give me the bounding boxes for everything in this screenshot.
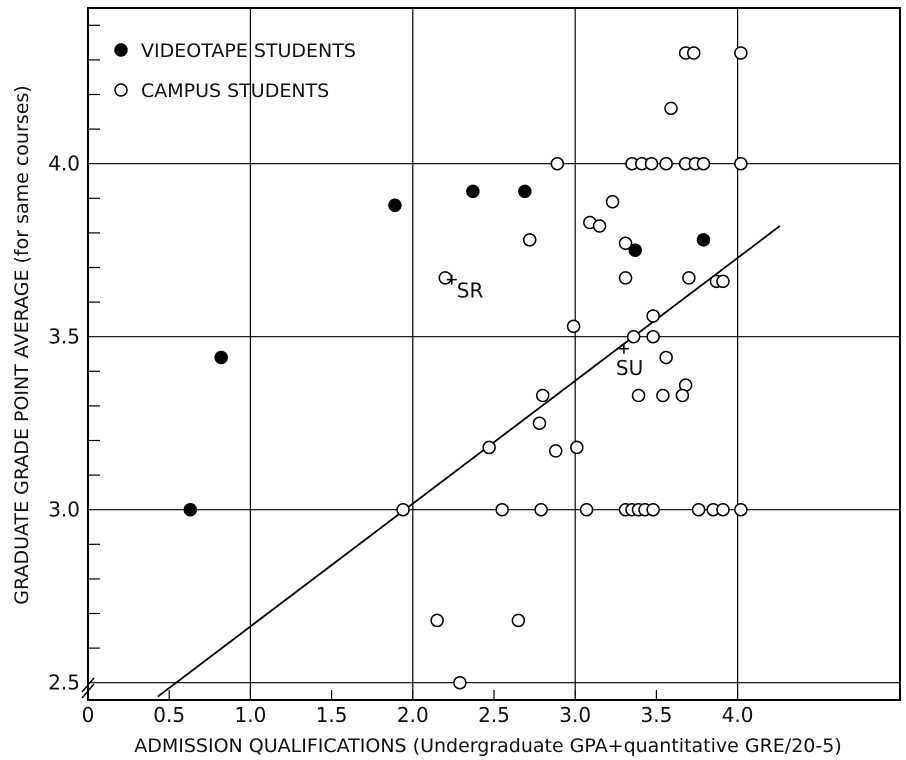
videotape-point xyxy=(388,198,402,212)
campus-point xyxy=(511,613,526,628)
campus-point xyxy=(618,236,633,251)
annotation-label: SR xyxy=(457,279,484,303)
campus-point xyxy=(656,388,670,403)
annotation-label: SU xyxy=(616,356,643,380)
campus-point xyxy=(570,440,584,455)
campus-point xyxy=(664,101,678,116)
campus-point xyxy=(646,329,660,344)
campus-point xyxy=(566,319,581,334)
campus-point xyxy=(534,502,548,517)
campus-point xyxy=(482,440,496,455)
x-tick-label: 4.0 xyxy=(722,703,754,727)
x-tick-label: 0 xyxy=(82,703,95,727)
x-tick-label: 1.0 xyxy=(234,703,266,727)
x-tick-label: 2.0 xyxy=(397,703,429,727)
campus-point xyxy=(453,675,467,690)
y-axis-label: GRADUATE GRADE POINT AVERAGE (for same c… xyxy=(11,85,33,604)
campus-point xyxy=(687,46,701,60)
campus-point xyxy=(522,233,537,247)
campus-point xyxy=(734,502,748,517)
videotape-point xyxy=(628,243,643,257)
campus-point xyxy=(535,388,550,403)
y-tick-label: 3.0 xyxy=(48,498,80,522)
campus-point xyxy=(438,271,453,285)
campus-point xyxy=(396,502,410,517)
campus-point xyxy=(716,502,730,517)
campus-point xyxy=(696,156,711,171)
annotations: SR SU xyxy=(446,274,643,380)
regression-line-group xyxy=(157,225,781,698)
campus-point xyxy=(734,156,748,171)
legend-marker-videotape xyxy=(114,43,128,57)
campus-point xyxy=(626,329,641,344)
annotation-cross xyxy=(618,343,629,354)
campus-point xyxy=(532,416,547,430)
campus-point xyxy=(495,502,509,517)
campus-point xyxy=(734,46,748,60)
grid xyxy=(88,8,900,700)
plot-frame xyxy=(87,7,901,701)
campus-point xyxy=(430,613,444,628)
data-points xyxy=(183,46,748,690)
videotape-point xyxy=(466,184,480,199)
campus-point xyxy=(682,271,696,285)
videotape-point xyxy=(183,502,198,517)
y-axis: 2.5 3.0 3.5 4.0 xyxy=(48,24,100,695)
legend-label-campus: CAMPUS STUDENTS xyxy=(141,80,329,102)
campus-point xyxy=(592,219,607,233)
x-tick-label: 1.5 xyxy=(316,703,348,727)
campus-point xyxy=(644,156,659,171)
campus-point xyxy=(550,156,565,171)
campus-point xyxy=(716,274,730,289)
x-axis-label: ADMISSION QUALIFICATIONS (Undergraduate … xyxy=(134,735,842,757)
campus-point xyxy=(675,388,690,403)
regression-line xyxy=(157,225,781,698)
x-tick-label: 2.5 xyxy=(478,703,510,727)
x-tick-label: 3.0 xyxy=(559,703,591,727)
campus-point xyxy=(631,388,646,403)
annotation-cross xyxy=(446,274,457,285)
legend-marker-campus xyxy=(114,83,128,97)
videotape-point xyxy=(518,184,532,199)
y-tick-label: 3.5 xyxy=(48,325,80,349)
campus-point xyxy=(548,444,563,458)
y-tick-label: 4.0 xyxy=(48,152,80,176)
campus-point xyxy=(646,502,660,517)
x-tick-label: 0.5 xyxy=(153,703,185,727)
campus-point xyxy=(691,502,706,517)
campus-point xyxy=(605,195,620,209)
axis-break-mark xyxy=(81,677,95,693)
videotape-point xyxy=(214,350,228,365)
campus-point xyxy=(579,502,594,517)
campus-point xyxy=(646,309,660,323)
legend: VIDEOTAPE STUDENTS CAMPUS STUDENTS xyxy=(114,40,356,102)
campus-point xyxy=(659,350,673,365)
campus-point xyxy=(618,271,633,285)
x-axis: 0 0.5 1.0 1.5 2.0 2.5 3.0 3.5 4.0 xyxy=(82,690,754,727)
campus-point xyxy=(659,156,673,171)
legend-label-videotape: VIDEOTAPE STUDENTS xyxy=(141,40,356,62)
y-tick-label: 2.5 xyxy=(48,671,80,695)
x-tick-label: 3.5 xyxy=(640,703,672,727)
videotape-point xyxy=(696,233,711,247)
